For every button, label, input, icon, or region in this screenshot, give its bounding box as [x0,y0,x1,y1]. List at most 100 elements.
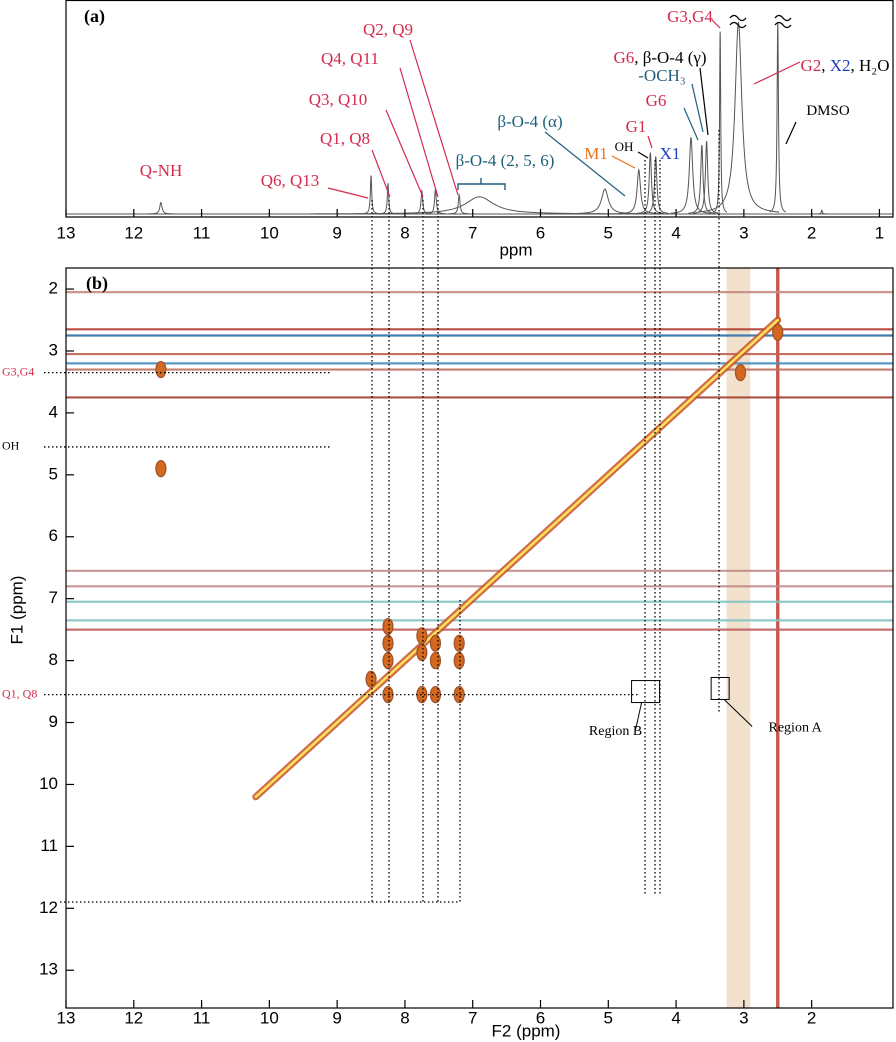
brace [457,178,506,190]
x-tick-label: 4 [671,223,680,242]
leader-line [635,702,643,730]
cross-peak [429,652,442,670]
annotation-part: OH [615,139,634,154]
x-tick-label: 2 [807,1008,816,1027]
leader-line [327,187,369,199]
leader-line [385,109,424,198]
leader-line [399,67,439,198]
spectrum-peak [688,144,716,214]
x-tick-label: 13 [57,223,76,242]
annotation-part: , H₂O [851,56,890,75]
x-tick-label: 6 [536,1008,545,1027]
cross-peak [365,670,377,688]
leader-line [691,83,704,133]
x-tick-label: 10 [260,223,279,242]
spectrum-peak [670,137,712,214]
annotation-part: -OCH₃ [638,66,686,85]
panel-label: (a) [84,6,105,27]
annotation: G2, X2, H₂O [800,56,889,75]
cross-peak [453,652,465,670]
annotation: Q6, Q13 [261,171,320,190]
annotation: G1 [626,117,647,136]
leader-line [711,19,721,29]
panel-b-frame [65,267,894,1009]
y-tick-label: 5 [49,464,58,483]
annotation: Q-NH [140,161,183,180]
leader-line [637,151,649,159]
annotation-part: Q2, Q9 [363,20,413,39]
annotation: X1 [660,144,681,163]
break-mark [729,14,747,29]
annotation: Q2, Q9 [363,20,413,39]
leader-line [611,155,636,169]
annotation-part: Q6, Q13 [261,171,320,190]
x-tick-label: 9 [332,1008,341,1027]
y-tick-label: 7 [49,588,58,607]
cross-peak [382,652,394,670]
y-tick-label: 6 [49,526,58,545]
annotation-part: Q-NH [140,161,183,180]
spectrum-peak [147,201,175,215]
spectrum-peak [310,196,649,215]
guide-label: G3,G4 [2,364,34,378]
spectrum-peak [697,21,780,213]
region-label: Region A [769,721,823,736]
break-mark [774,14,792,29]
x-tick-label: 2 [807,223,816,242]
leader-line [683,107,699,141]
annotation-part: Q3, Q10 [309,90,368,109]
spectrum-peak [618,168,660,215]
x-axis-title: F2 (ppm) [492,1021,561,1040]
spectrum-peak [564,188,646,215]
annotation-part: β-O-4 (α) [497,112,562,131]
cross-peak [382,617,394,636]
x-tick-label: 5 [604,1008,613,1027]
leader-line [753,61,801,85]
x-tick-label: 6 [536,223,545,242]
cross-peak [772,323,784,342]
x-tick-label: 13 [57,1008,76,1027]
x-tick-label: 7 [468,1008,477,1027]
leader-line [544,131,626,197]
annotation-part: , β-O-4 (γ) [634,48,706,67]
region-box [710,676,730,700]
annotation-part: G2 [800,56,821,75]
annotation: β-O-4 (2, 5, 6) [456,151,555,170]
x-tick-label: 12 [124,223,143,242]
annotation-part: G3,G4 [667,7,713,26]
y-tick-label: 10 [39,774,58,793]
y-tick-label: 4 [49,402,58,421]
region-label: Region B [589,724,642,739]
y-tick-label: 12 [39,898,58,917]
x-tick-label: 8 [400,223,409,242]
annotation: -OCH₃ [638,66,686,85]
guide-lines [60,130,720,903]
cross-peak [734,364,747,382]
x-tick-label: 3 [739,1008,748,1027]
annotation: Q3, Q10 [309,90,368,109]
y-tick-label: 13 [39,960,58,979]
vertical-streak [726,268,751,1008]
x-tick-label: 10 [260,1008,279,1027]
x-tick-label: 11 [193,1008,211,1027]
spectrum-peak [713,31,728,213]
x-tick-label: 11 [193,223,211,242]
spectrum-peak [448,193,470,215]
cross-peak [429,686,442,704]
spectrum-peak [692,140,721,214]
cross-peak [416,643,428,662]
x-tick-label: 5 [604,223,613,242]
spectrum-peak [642,156,670,214]
x-tick-label: 3 [739,223,748,242]
annotation-part: X1 [660,144,681,163]
break-marks [729,14,792,29]
x-tick-label: 7 [468,223,477,242]
leader-line [785,121,797,145]
annotation-part: DMSO [806,103,850,119]
y-tick-label: 9 [49,712,58,731]
leader-line [699,67,709,136]
annotation: Q4, Q11 [321,49,379,68]
diagonal-core [254,318,780,799]
guide-label: Q1, Q8 [2,686,37,700]
annotation-part: G6 [613,48,634,67]
